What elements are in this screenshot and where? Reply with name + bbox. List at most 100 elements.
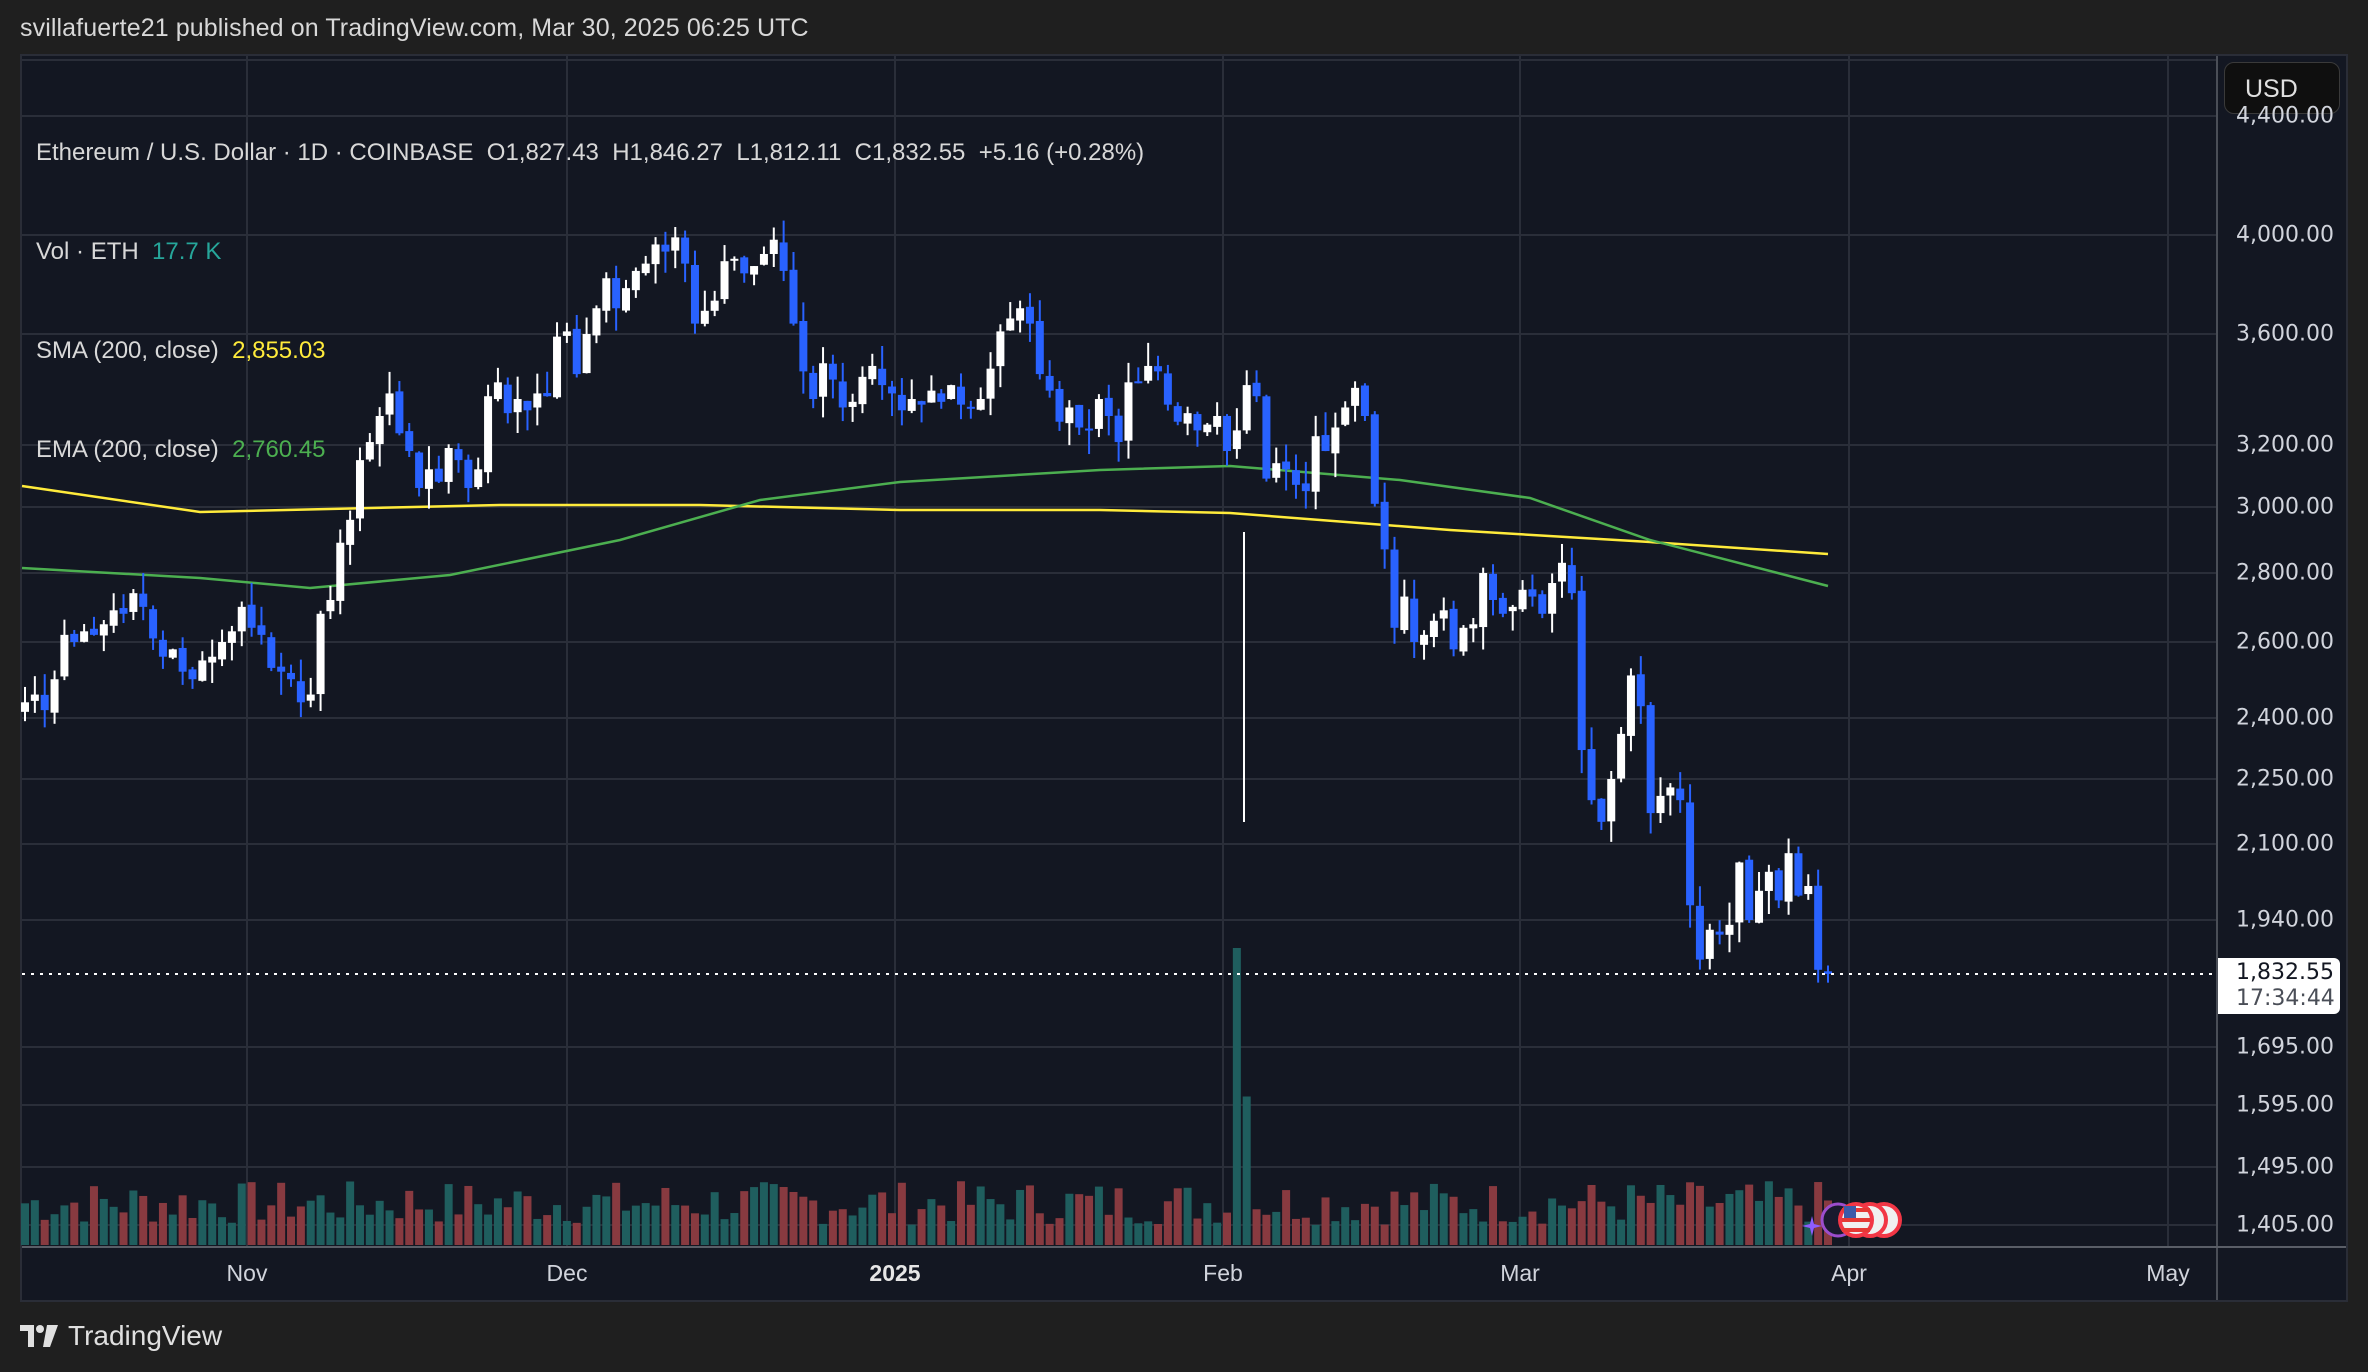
- candle-body: [1587, 749, 1596, 801]
- candle-body: [750, 266, 759, 275]
- sparkle-icon: [1802, 1216, 1822, 1236]
- volume-bar: [543, 1215, 552, 1245]
- volume-bar: [1695, 1185, 1704, 1245]
- candle-body: [1538, 594, 1547, 614]
- candle-body: [1124, 382, 1133, 441]
- volume-bar: [838, 1209, 847, 1245]
- volume-bar: [1528, 1211, 1537, 1245]
- volume-bar: [1065, 1193, 1074, 1245]
- candle-body: [168, 649, 177, 658]
- volume-bar: [700, 1214, 709, 1245]
- volume-bar: [937, 1205, 946, 1245]
- volume-bar: [622, 1210, 630, 1245]
- volume-bar: [1321, 1197, 1330, 1245]
- volume-label[interactable]: Vol · ETH: [36, 238, 139, 265]
- volume-bar: [572, 1222, 581, 1245]
- candle-body: [89, 628, 98, 635]
- tradingview-logo[interactable]: TradingView: [20, 1320, 222, 1352]
- candle-body: [1626, 675, 1635, 736]
- symbol-title[interactable]: Ethereum / U.S. Dollar · 1D · COINBASE: [36, 139, 474, 166]
- candle-body: [1508, 606, 1517, 612]
- volume-bar: [1252, 1209, 1261, 1245]
- volume-bar: [730, 1213, 739, 1245]
- volume-bar: [1804, 1221, 1813, 1245]
- price-tick-label: 3,200.00: [2236, 432, 2334, 458]
- candle-body: [1104, 397, 1113, 417]
- volume-bar: [1607, 1206, 1616, 1245]
- candle-body: [1656, 795, 1665, 814]
- candle-body: [129, 593, 138, 612]
- candle-body: [622, 288, 630, 311]
- volume-bar: [405, 1190, 414, 1245]
- candle-body: [1429, 620, 1438, 637]
- time-tick-label: Dec: [546, 1260, 588, 1286]
- volume-bar: [1232, 948, 1241, 1245]
- candle-body: [375, 416, 384, 445]
- currency-button[interactable]: USD: [2224, 62, 2340, 114]
- volume-bar: [21, 1203, 29, 1245]
- candle-body: [1232, 430, 1241, 450]
- volume-bar: [454, 1214, 463, 1245]
- volume-bar: [1705, 1206, 1714, 1245]
- sma-label[interactable]: SMA (200, close): [36, 337, 219, 364]
- volume-bar: [257, 1219, 266, 1245]
- candle-body: [592, 308, 601, 336]
- volume-bar: [1223, 1212, 1231, 1245]
- last-price-tag: 1,832.55 17:34:44: [2218, 958, 2340, 1014]
- candle-body: [1331, 427, 1340, 454]
- candle-body: [395, 391, 404, 434]
- candle-body: [947, 385, 956, 400]
- candle-body: [1489, 573, 1498, 600]
- candle-body: [287, 672, 296, 680]
- candle-body: [661, 244, 670, 252]
- sma-value: 2,855.03: [232, 337, 326, 364]
- volume-bar: [30, 1200, 39, 1245]
- candle-body: [1755, 890, 1764, 923]
- time-tick-label: Apr: [1831, 1260, 1867, 1286]
- candle-body: [247, 604, 256, 628]
- volume-bar: [1154, 1224, 1163, 1245]
- volume-bar: [484, 1214, 493, 1245]
- volume-bar: [779, 1187, 788, 1245]
- tradingview-icon: [20, 1325, 58, 1347]
- price-tick-label: 1,495.00: [2236, 1154, 2334, 1180]
- candle-body: [1272, 463, 1281, 478]
- volume-bar: [750, 1187, 759, 1245]
- candle-body: [1695, 905, 1704, 960]
- candle-body: [1528, 589, 1537, 597]
- volume-bar: [789, 1191, 798, 1245]
- volume-bar: [917, 1209, 926, 1245]
- candle-body: [434, 468, 443, 482]
- candle-body: [444, 448, 453, 482]
- price-tick-label: 2,800.00: [2236, 560, 2334, 586]
- economic-events-icons[interactable]: [1800, 1196, 1910, 1244]
- volume-bar: [1183, 1187, 1192, 1245]
- candle-body: [60, 634, 69, 677]
- volume-bar: [1075, 1194, 1084, 1245]
- candle-body: [1666, 787, 1675, 796]
- candle-body: [1025, 306, 1034, 324]
- volume-bar: [661, 1187, 670, 1245]
- candle-body: [385, 393, 394, 415]
- volume-bar: [759, 1182, 768, 1245]
- volume-bar: [1360, 1203, 1369, 1245]
- candle-body: [572, 328, 581, 375]
- volume-bar: [444, 1184, 453, 1245]
- candle-body: [809, 372, 818, 400]
- volume-bar: [1646, 1202, 1655, 1245]
- volume-bar: [1104, 1214, 1113, 1245]
- volume-bar: [1410, 1192, 1419, 1245]
- published-header: svillafuerte21 published on TradingView.…: [20, 14, 809, 42]
- candle-body: [1636, 674, 1645, 707]
- candle-body: [296, 681, 305, 703]
- candle-body: [513, 399, 522, 413]
- candle-body: [1370, 414, 1379, 504]
- volume-bar: [1006, 1219, 1015, 1245]
- ema-value: 2,760.45: [232, 436, 326, 463]
- ema-label[interactable]: EMA (200, close): [36, 436, 219, 463]
- volume-bar: [1272, 1211, 1281, 1245]
- candle-body: [779, 242, 788, 271]
- price-tick-label: 4,000.00: [2236, 222, 2334, 248]
- volume-bar: [799, 1196, 808, 1245]
